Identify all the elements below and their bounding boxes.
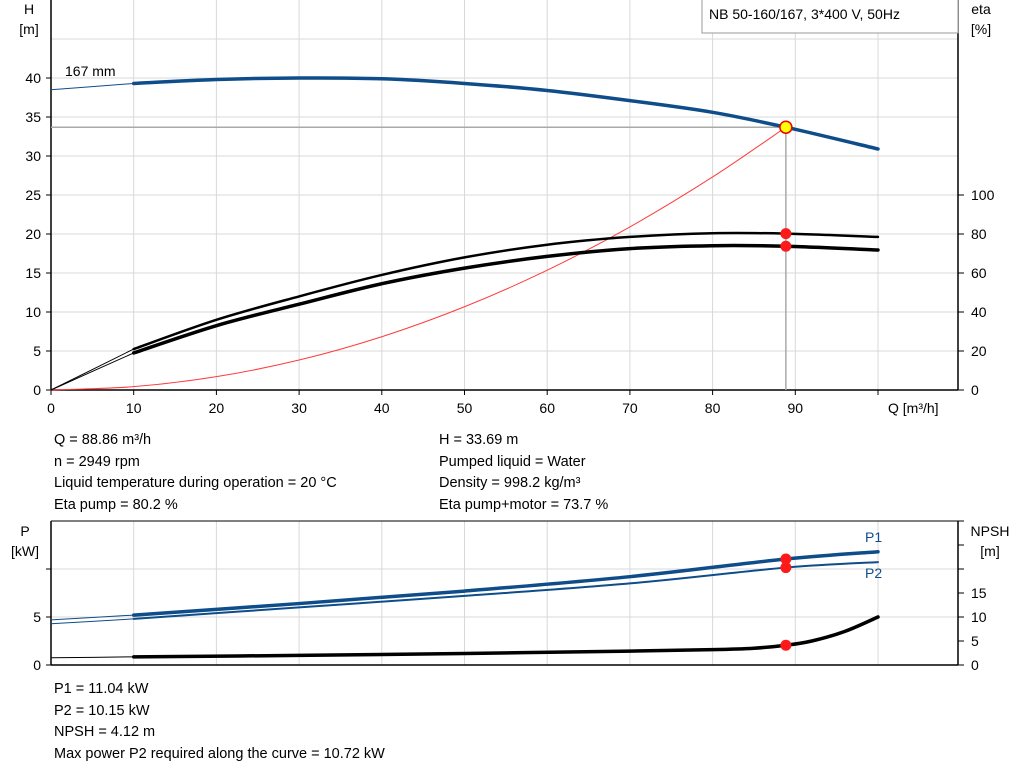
y-tick-label-right: 0 (971, 657, 979, 673)
eta-pump-curve (132, 231, 880, 351)
y-tick-label-left: 5 (33, 343, 41, 359)
eta-pump-motor-point (780, 240, 792, 252)
y-tick-label-left: 40 (25, 70, 41, 86)
system-curve (50, 126, 787, 391)
npsh-point (780, 639, 792, 651)
x-tick-label: 90 (788, 400, 804, 416)
legend-box (701, 0, 959, 34)
y-tick-label-right: 80 (971, 226, 987, 242)
y-axis-label-left-unit: [m] (19, 21, 38, 37)
y-tick-label-right: 15 (971, 585, 987, 601)
info-npsh: NPSH = 4.12 m (54, 724, 156, 740)
info-left: Q = 88.86 m³/h n = 2949 rpm Liquid tempe… (54, 430, 337, 516)
p2-curve-extension (50, 618, 134, 625)
x-tick-label: 60 (539, 400, 555, 416)
x-tick-label: 50 (457, 400, 473, 416)
p2-point (780, 562, 792, 574)
y-axis-label-left: P (20, 523, 29, 539)
y-tick-label-left: 10 (25, 304, 41, 320)
npsh-curve (131, 615, 880, 659)
y-axis-label-right: eta (971, 1, 991, 17)
info-max-power: Max power P2 required along the curve = … (54, 745, 385, 762)
y-tick-label-left: 20 (25, 226, 41, 242)
x-tick-label: 30 (291, 400, 307, 416)
info-bottom: P1 = 11.04 kW P2 = 10.15 kW NPSH = 4.12 … (54, 679, 385, 765)
p2-label: P2 (865, 565, 882, 581)
y-axis-label-right: NPSH (971, 523, 1010, 539)
duty-point (779, 120, 793, 134)
p1-label: P1 (865, 529, 882, 545)
x-tick-label: 20 (209, 400, 225, 416)
head-curve (131, 76, 880, 151)
y-tick-label-left: 0 (33, 657, 41, 673)
y-tick-label-right: 60 (971, 265, 987, 281)
info-liquid: Pumped liquid = Water (439, 453, 586, 470)
y-tick-label-left: 0 (33, 382, 41, 398)
y-tick-label-left: 15 (25, 265, 41, 281)
eta-pump-curve-extension (50, 348, 134, 391)
y-tick-label-left: 30 (25, 148, 41, 164)
y-tick-label-left: 5 (33, 609, 41, 625)
p2-curve (132, 561, 879, 620)
eta-pump-point (780, 228, 792, 240)
x-tick-label: 0 (47, 400, 55, 416)
info-temperature: Liquid temperature during operation = 20… (54, 475, 337, 491)
info-p2: P2 = 10.15 kW (54, 702, 150, 719)
info-density: Density = 998.2 kg/m³ (439, 475, 581, 491)
info-right: H = 33.69 m Pumped liquid = Water Densit… (439, 430, 608, 516)
p1-curve-extension (50, 614, 134, 621)
y-axis-label-right-unit: [m] (980, 543, 999, 559)
curve-label: 167 mm (65, 63, 116, 79)
y-tick-label-right: 100 (971, 187, 995, 203)
y-tick-label-right: 0 (971, 382, 979, 398)
x-tick-label: 70 (622, 400, 638, 416)
y-axis-label-right-unit: [%] (971, 21, 991, 37)
npsh-curve-extension (50, 656, 134, 659)
y-tick-label-right: 10 (971, 609, 987, 625)
info-flow: Q = 88.86 m³/h (54, 432, 152, 448)
x-tick-label: 80 (705, 400, 721, 416)
legend-title: NB 50-160/167, 3*400 V, 50Hz (709, 6, 900, 22)
p1-curve (131, 549, 880, 617)
y-tick-label-right: 5 (971, 633, 979, 649)
info-p1: P1 = 11.04 kW (54, 681, 149, 697)
y-axis-label-left-unit: [kW] (11, 543, 39, 559)
y-axis-label-left: H (24, 1, 34, 17)
x-tick-label: 40 (374, 400, 390, 416)
y-tick-label-right: 20 (971, 343, 987, 359)
info-eta-pump-motor: Eta pump+motor = 73.7 % (439, 496, 609, 513)
eta-pump-motor-curve-extension (50, 352, 134, 391)
eta-pump-motor-curve (131, 243, 880, 355)
head-curve-extension (50, 82, 134, 91)
info-eta-pump: Eta pump = 80.2 % (54, 496, 178, 513)
y-tick-label-left: 35 (25, 109, 41, 125)
y-tick-label-right: 40 (971, 304, 987, 320)
info-head: H = 33.69 m (439, 432, 519, 448)
info-speed: n = 2949 rpm (54, 453, 140, 470)
y-tick-label-left: 25 (25, 187, 41, 203)
p1-point (780, 553, 792, 565)
x-axis-label: Q [m³/h] (888, 400, 939, 416)
x-tick-label: 10 (126, 400, 142, 416)
